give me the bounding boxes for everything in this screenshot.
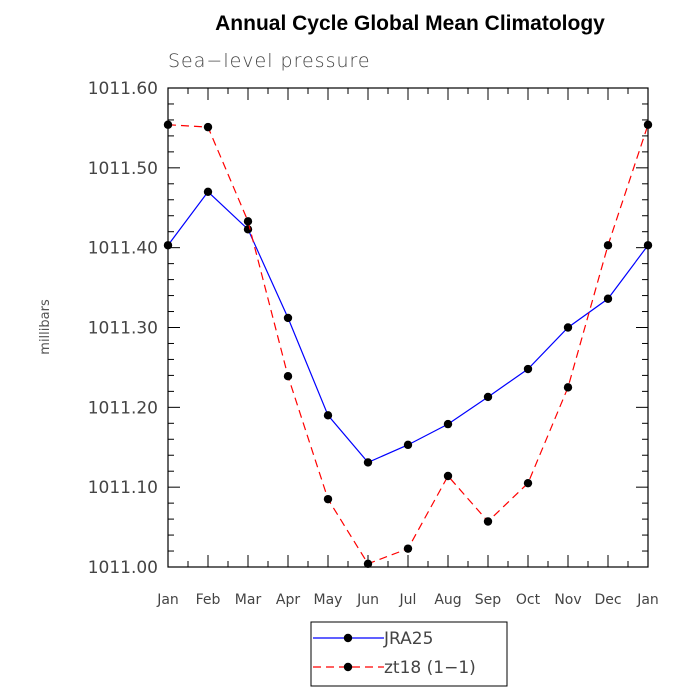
data-point — [443, 419, 453, 429]
y-tick-label: 1011.20 — [88, 398, 158, 418]
data-point — [643, 241, 653, 250]
data-point — [203, 122, 213, 132]
y-tick-labels: 1011.00 1011.10 1011.20 1011.30 1011.40 1011.… — [88, 79, 158, 578]
x-tick-label: Jan — [156, 592, 179, 608]
series-line-2 — [167, 124, 649, 565]
data-point — [443, 471, 453, 481]
chart-subtitle: Sea−level pressure — [168, 50, 371, 72]
x-tick-label: Nov — [554, 592, 581, 608]
data-point — [203, 187, 213, 196]
axis-ticks — [167, 87, 649, 568]
data-point — [163, 241, 173, 250]
data-point — [283, 313, 293, 323]
data-point — [523, 478, 533, 488]
legend-label: JRA25 — [383, 629, 433, 649]
data-point — [403, 440, 413, 450]
plot-frame — [167, 87, 649, 568]
y-axis-label: millibars — [38, 299, 53, 355]
data-point — [363, 458, 373, 467]
y-tick-label: 1011.30 — [88, 319, 158, 339]
series-group — [163, 120, 653, 569]
x-tick-label: Jan — [636, 592, 659, 608]
chart-title: Annual Cycle Global Mean Climatology — [215, 12, 605, 35]
x-tick-labels: Jan Feb Mar Apr May Jun Jul Aug Sep Oct Nov Dec Jan — [156, 592, 659, 608]
data-point — [483, 517, 493, 526]
y-tick-label: 1011.40 — [88, 239, 158, 259]
data-point — [483, 392, 493, 402]
data-point — [363, 559, 373, 569]
x-tick-label: Jul — [399, 592, 417, 608]
legend-label: zt18 (1−1) — [384, 658, 476, 678]
data-point — [283, 371, 293, 381]
x-tick-label: Aug — [434, 592, 461, 608]
data-point — [403, 544, 413, 553]
data-point — [243, 217, 253, 226]
y-tick-label: 1011.50 — [88, 159, 158, 179]
data-point — [163, 120, 173, 129]
series-line-1 — [167, 190, 649, 464]
data-point — [323, 494, 333, 504]
legend: JRA25 zt18 (1−1) — [310, 621, 508, 687]
data-point — [603, 241, 613, 250]
y-tick-label: 1011.10 — [88, 478, 158, 498]
data-point — [563, 323, 573, 332]
y-tick-label: 1011.60 — [88, 79, 158, 99]
data-point — [603, 294, 613, 303]
x-tick-label: Apr — [276, 592, 300, 608]
legend-marker — [343, 633, 353, 643]
x-tick-label: Dec — [594, 592, 621, 608]
x-tick-label: Feb — [196, 592, 221, 608]
data-point — [563, 383, 573, 392]
data-point — [643, 120, 653, 129]
x-tick-label: May — [314, 592, 343, 608]
x-tick-label: Sep — [475, 592, 502, 608]
legend-box — [310, 621, 508, 687]
data-point — [323, 411, 333, 420]
legend-marker — [343, 662, 353, 672]
y-tick-label: 1011.00 — [88, 558, 158, 578]
data-point — [523, 364, 533, 374]
x-tick-label: Oct — [516, 592, 541, 608]
data-point — [243, 225, 253, 234]
x-tick-label: Mar — [235, 592, 262, 608]
x-tick-label: Jun — [356, 592, 379, 608]
